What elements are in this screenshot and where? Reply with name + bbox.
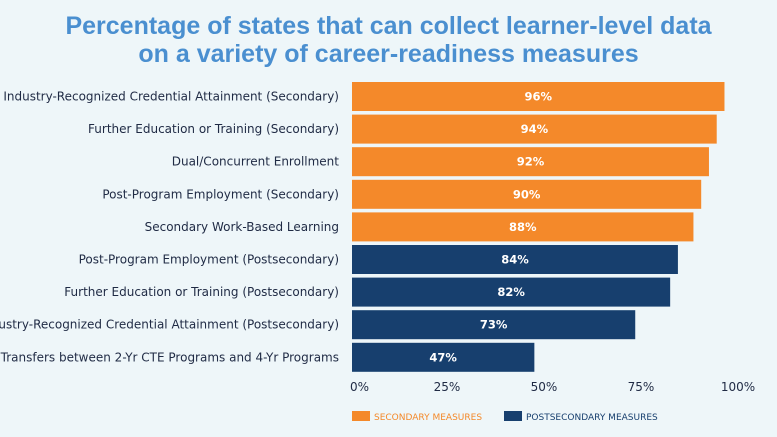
value-label-6: 84% bbox=[501, 253, 529, 267]
bar-1 bbox=[352, 82, 725, 111]
value-label-5: 88% bbox=[509, 220, 537, 234]
category-label-3: Dual/Concurrent Enrollment bbox=[172, 155, 340, 169]
bar-6 bbox=[352, 245, 678, 274]
category-label-1: Industry-Recognized Credential Attainmen… bbox=[3, 90, 339, 104]
bar-3 bbox=[352, 147, 709, 177]
value-label-2: 94% bbox=[521, 122, 549, 136]
value-label-8: 73% bbox=[480, 318, 508, 332]
category-label-5: Secondary Work-Based Learning bbox=[145, 220, 339, 234]
value-label-3: 92% bbox=[517, 155, 545, 169]
legend-label-postsecondary: POSTSECONDARY MEASURES bbox=[526, 413, 658, 423]
value-label-4: 90% bbox=[513, 187, 541, 201]
value-label-1: 96% bbox=[524, 90, 552, 104]
category-label-6: Post-Program Employment (Postsecondary) bbox=[79, 253, 339, 267]
legend-swatch-postsecondary bbox=[504, 411, 522, 421]
bar-8 bbox=[352, 310, 636, 340]
category-label-9: Transfers between 2-Yr CTE Programs and … bbox=[0, 350, 339, 364]
category-label-8: Industry-Recognized Credential Attainmen… bbox=[0, 318, 339, 332]
bar-5 bbox=[352, 212, 694, 242]
x-tick-label-100: 100% bbox=[721, 380, 755, 394]
category-label-7: Further Education or Training (Postsecon… bbox=[64, 285, 339, 299]
bar-4 bbox=[352, 179, 702, 209]
x-tick-label-50: 50% bbox=[531, 380, 558, 394]
legend-swatch-secondary bbox=[352, 411, 370, 421]
x-tick-label-75: 75% bbox=[628, 380, 655, 394]
category-label-2: Further Education or Training (Secondary… bbox=[88, 122, 339, 136]
chart-title-line-2: on a variety of career-readiness measure… bbox=[138, 40, 639, 68]
chart-title: Percentage of states that can collect le… bbox=[0, 12, 777, 68]
chart-title-line-1: Percentage of states that can collect le… bbox=[65, 12, 712, 40]
bar-2 bbox=[352, 114, 717, 144]
value-label-9: 47% bbox=[429, 350, 457, 364]
value-label-7: 82% bbox=[497, 285, 525, 299]
x-tick-label-0: 0% bbox=[350, 380, 369, 394]
x-tick-label-25: 25% bbox=[434, 380, 461, 394]
category-label-4: Post-Program Employment (Secondary) bbox=[102, 187, 339, 201]
bar-7 bbox=[352, 277, 671, 307]
legend-label-secondary: SECONDARY MEASURES bbox=[374, 413, 482, 423]
bar-9 bbox=[352, 342, 535, 372]
